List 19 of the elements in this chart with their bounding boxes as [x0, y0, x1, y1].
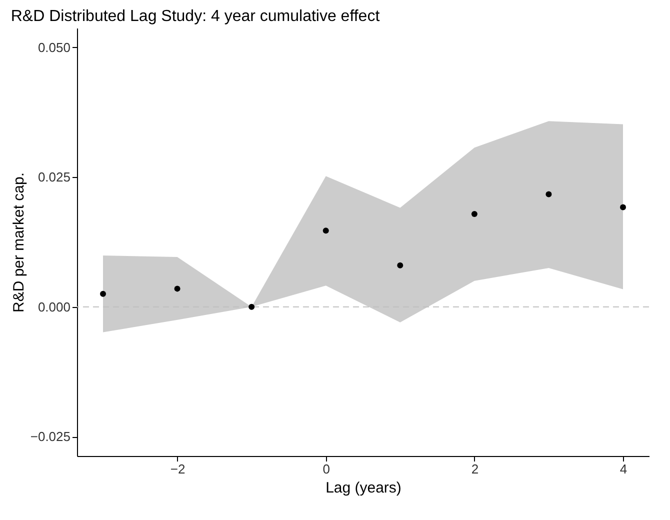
- point: [546, 191, 552, 198]
- y-axis-title: R&D per market cap.: [10, 172, 28, 313]
- point: [248, 304, 255, 310]
- point: [174, 286, 180, 292]
- y-tick-label: −0.025: [30, 429, 70, 444]
- x-axis-title: Lag (years): [326, 480, 402, 496]
- y-tick-label: 0.025: [38, 170, 70, 185]
- x-tick-label: 0: [322, 462, 330, 476]
- y-tick-label: 0.050: [38, 40, 70, 55]
- point: [397, 262, 404, 268]
- x-tick-label: 2: [471, 462, 479, 476]
- point: [620, 204, 626, 210]
- y-tick-label: 0.000: [38, 299, 70, 314]
- point: [471, 210, 478, 217]
- x-tick-label: 4: [620, 462, 628, 476]
- point: [100, 290, 106, 297]
- x-tick-label: −2: [170, 462, 186, 476]
- point: [322, 228, 329, 234]
- chart-title: R&D Distributed Lag Study: 4 year cumulative effect: [10, 8, 380, 25]
